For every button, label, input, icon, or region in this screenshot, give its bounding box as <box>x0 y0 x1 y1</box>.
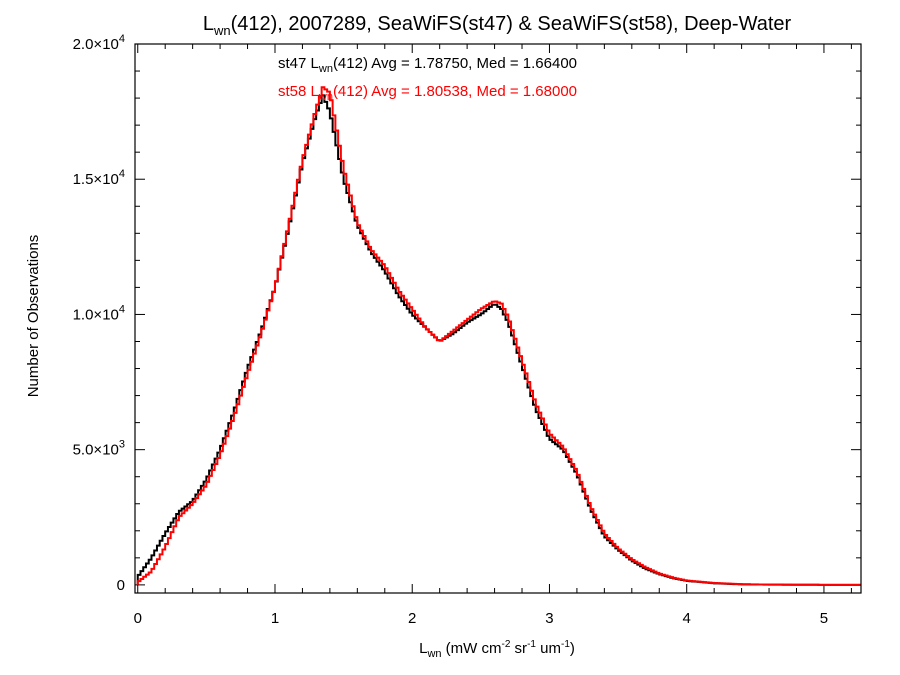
y-tick-label: 1.5×104 <box>73 168 125 188</box>
series-line-st58 <box>136 86 861 586</box>
x-tick-label: 0 <box>134 610 142 627</box>
x-tick-label: 5 <box>820 610 828 627</box>
y-tick-label: 1.0×104 <box>73 303 125 323</box>
y-tick-label: 0 <box>117 577 125 594</box>
y-axis-label: Number of Observations <box>25 235 42 398</box>
y-tick-label: 2.0×104 <box>73 33 125 53</box>
legend-entry-st47: st47 Lwn(412) Avg = 1.78750, Med = 1.664… <box>278 55 577 75</box>
x-tick-label: 3 <box>545 610 553 627</box>
plot-frame <box>134 43 862 594</box>
x-tick-label: 1 <box>271 610 279 627</box>
x-tick-label: 2 <box>408 610 416 627</box>
chart-title: Lwn(412), 2007289, SeaWiFS(st47) & SeaWi… <box>203 13 792 38</box>
legend-entry-st58: st58 Lwn(412) Avg = 1.80538, Med = 1.680… <box>278 83 577 103</box>
x-tick-label: 4 <box>683 610 691 627</box>
y-tick-label: 5.0×103 <box>73 439 125 459</box>
plot-area: 0 1 2 3 4 5 0 5.0×103 1.0×104 1.5×104 2.0×104 <box>73 33 861 627</box>
x-axis-label: Lwn (mW cm-2 sr-1 um-1) <box>419 639 575 660</box>
legend: st47 Lwn(412) Avg = 1.78750, Med = 1.664… <box>278 55 577 103</box>
